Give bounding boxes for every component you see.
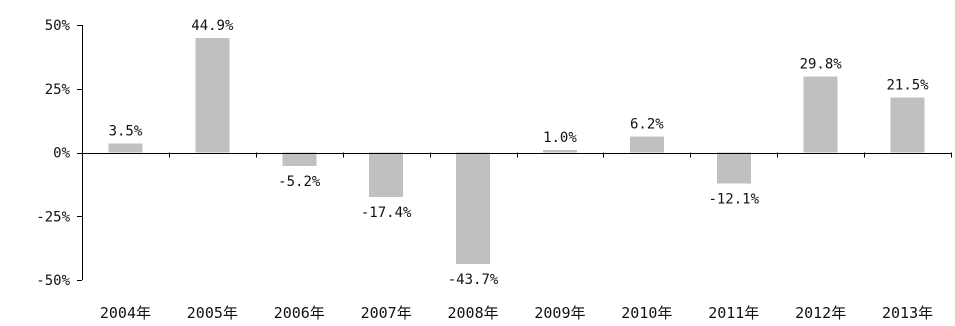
data-label: 29.8% — [800, 57, 843, 73]
data-label: -5.2% — [278, 174, 321, 190]
bar — [716, 152, 751, 184]
data-label: 1.0% — [543, 130, 577, 146]
data-label: -17.4% — [361, 205, 412, 221]
x-tick-label: 2011年 — [708, 304, 759, 322]
bar — [629, 136, 664, 153]
bars — [108, 38, 925, 264]
y-tick-label: 25% — [45, 82, 71, 98]
category-labels: 2004年 2005年 2006年 2007年 2008年 2009年 2010年 2011年… — [100, 304, 933, 322]
bar — [369, 152, 404, 197]
x-axis — [82, 152, 952, 158]
y-tick-label: -50% — [36, 273, 70, 289]
bar — [456, 152, 491, 264]
x-tick-label: 2008年 — [447, 304, 498, 322]
y-axis: 50% 25% 0% -25% -50% — [36, 18, 83, 289]
data-label: 6.2% — [630, 117, 664, 133]
bar — [542, 149, 577, 153]
bar — [282, 152, 317, 166]
x-tick-label: 2010年 — [621, 304, 672, 322]
x-tick-label: 2006年 — [274, 304, 325, 322]
x-tick-label: 2013年 — [882, 304, 933, 322]
data-label: -43.7% — [448, 272, 499, 288]
y-tick-label: -25% — [36, 209, 70, 225]
x-tick-label: 2012年 — [795, 304, 846, 322]
data-label: 21.5% — [886, 78, 929, 94]
x-tick-label: 2009年 — [534, 304, 585, 322]
x-tick-label: 2004年 — [100, 304, 151, 322]
data-label: 44.9% — [191, 18, 234, 34]
x-tick-label: 2005年 — [187, 304, 238, 322]
data-labels: 3.5% 44.9% -5.2% -17.4% -43.7% 1.0% 6.2% -12.1%… — [109, 18, 930, 288]
x-tick-label: 2007年 — [361, 304, 412, 322]
bar — [195, 38, 230, 153]
y-tick-label: 50% — [45, 18, 71, 34]
data-label: 3.5% — [109, 124, 143, 140]
data-label: -12.1% — [708, 191, 759, 207]
bar — [890, 97, 925, 153]
bar — [803, 76, 838, 153]
bar — [108, 143, 143, 153]
y-tick-label: 0% — [53, 146, 70, 162]
